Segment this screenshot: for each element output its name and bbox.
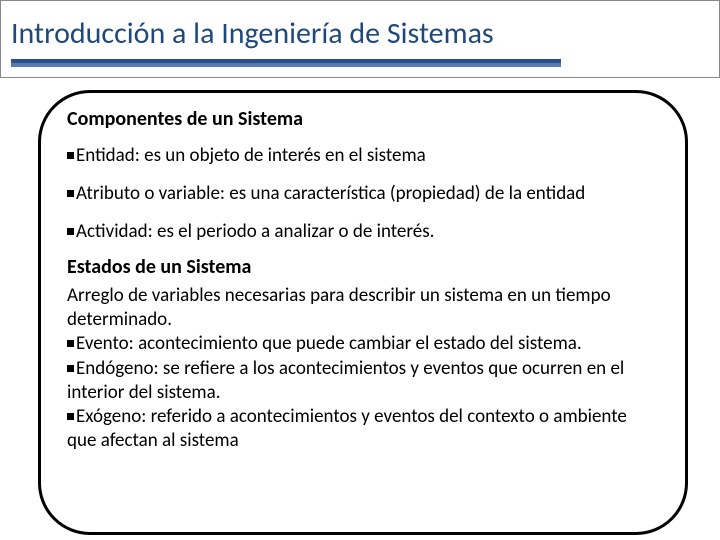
- item-text: Atributo o variable: es una característi…: [76, 182, 585, 205]
- item-text: Evento: acontecimiento que puede cambiar…: [76, 332, 582, 355]
- section2-heading: Estados de un Sistema: [67, 255, 659, 279]
- section2-item-2: Exógeno: referido a acontecimientos y ev…: [67, 405, 659, 454]
- item-text: Endógeno: se refiere a los acontecimient…: [67, 357, 624, 404]
- item-text: Actividad: es el periodo a analizar o de…: [76, 220, 434, 243]
- bullet-icon: [67, 228, 74, 235]
- title-bar: Introducción a la Ingeniería de Sistemas: [0, 0, 720, 78]
- section1-item-1: Atributo o variable: es una característi…: [67, 178, 659, 211]
- item-text: Entidad: es un objeto de interés en el s…: [76, 144, 426, 167]
- content-box: Componentes de un Sistema Entidad: es un…: [38, 90, 688, 535]
- slide-title: Introducción a la Ingeniería de Sistemas: [11, 15, 494, 52]
- item-text: Exógeno: referido a acontecimientos y ev…: [67, 405, 627, 452]
- section1-heading: Componentes de un Sistema: [67, 107, 659, 131]
- bullet-icon: [67, 152, 74, 159]
- section2-item-0: Evento: acontecimiento que puede cambiar…: [67, 332, 659, 356]
- bullet-icon: [67, 413, 74, 420]
- section1-item-0: Entidad: es un objeto de interés en el s…: [67, 140, 659, 173]
- bullet-icon: [67, 340, 74, 347]
- title-underline: [11, 59, 561, 67]
- section1-item-2: Actividad: es el periodo a analizar o de…: [67, 216, 659, 249]
- bullet-icon: [67, 365, 74, 372]
- section2-item-1: Endógeno: se refiere a los acontecimient…: [67, 357, 659, 406]
- bullet-icon: [67, 190, 74, 197]
- section2-intro: Arreglo de variables necesarias para des…: [67, 284, 659, 333]
